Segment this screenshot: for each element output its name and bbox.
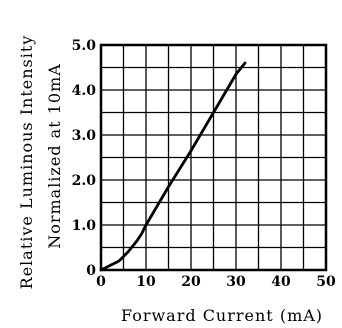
y-tick-label: 3.0 xyxy=(72,128,97,144)
y-tick-label: 0 xyxy=(86,263,96,279)
x-tick-label: 50 xyxy=(316,274,336,290)
y-tick-label: 4.0 xyxy=(72,83,97,99)
y-axis-label-line1: Relative Luminous Intensity xyxy=(17,35,36,290)
y-tick-label: 1.0 xyxy=(72,218,97,234)
x-axis-label: Forward Current (mA) xyxy=(121,306,323,325)
x-tick-label: 10 xyxy=(136,274,156,290)
series-line xyxy=(99,61,247,272)
y-tick-labels: 0 1.0 2.0 3.0 4.0 5.0 xyxy=(72,38,97,279)
x-tick-labels: 0 10 20 30 40 50 xyxy=(96,274,336,290)
x-tick-label: 30 xyxy=(226,274,246,290)
y-axis-label-line2: Normalized at 10mA xyxy=(45,63,64,249)
y-tick-label: 5.0 xyxy=(72,38,97,54)
plot-border xyxy=(99,43,328,272)
series xyxy=(99,61,247,272)
grid xyxy=(100,44,327,271)
y-tick-label: 2.0 xyxy=(72,173,97,189)
plot-frame xyxy=(99,43,328,272)
x-tick-label: 40 xyxy=(271,274,291,290)
x-tick-label: 0 xyxy=(96,274,106,290)
x-tick-label: 20 xyxy=(181,274,201,290)
